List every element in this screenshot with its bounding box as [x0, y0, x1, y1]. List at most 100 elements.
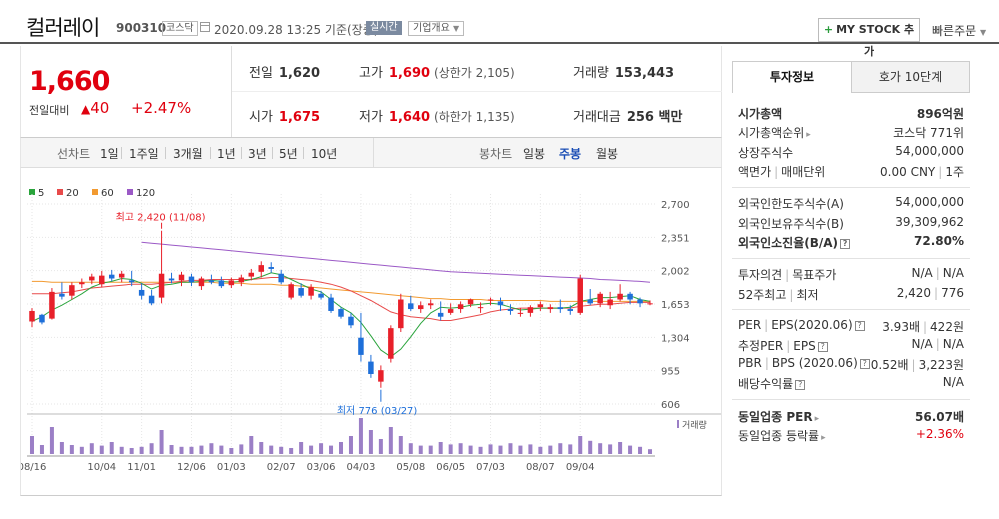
period-daily[interactable]: 일봉 [523, 147, 546, 161]
candle-body [617, 293, 623, 300]
volume-bar [129, 448, 134, 454]
period-1y[interactable]: 1년 [217, 147, 236, 161]
candle-body [168, 278, 175, 281]
candle-body [398, 299, 404, 329]
separator: | [785, 268, 790, 282]
sector-per-label[interactable]: 동일업종 PER ▸ [738, 408, 819, 425]
mcap-rank-label[interactable]: 시가총액순위 ▸ [738, 124, 811, 141]
ma60-line [32, 280, 650, 302]
candle-body [497, 301, 504, 306]
day-low-label: 저가 [359, 110, 383, 125]
trade-amount-value: 256 백만 [626, 110, 683, 125]
eper-text: 추정PER [738, 339, 784, 353]
quote-timestamp: 2020.09.28 13:25 기준(장중) [214, 23, 379, 37]
y-tick-label: 2,351 [661, 233, 690, 244]
target-value: N/A [942, 266, 964, 280]
separator: | [923, 320, 928, 334]
x-tick-label: 06/05 [436, 462, 465, 473]
volume-bar [568, 444, 573, 454]
dividend-row: 배당수익률? N/A [738, 375, 968, 393]
week52-row: 52주최고 | 최저 2,420 | 776 [738, 286, 968, 304]
realtime-badge[interactable]: 실시간 [366, 21, 402, 35]
y-tick-label: 955 [661, 367, 680, 378]
period-5y[interactable]: 5년 [279, 147, 298, 161]
volume-bar [99, 445, 104, 454]
eper-num: N/A [911, 337, 933, 351]
week52-low-value: 776 [941, 286, 964, 300]
opinion-label: 투자의견 [738, 268, 783, 282]
x-tick-label: 07/03 [476, 462, 505, 473]
tab-invest-info[interactable]: 투자정보 [732, 61, 852, 93]
candle-body [408, 303, 414, 310]
max-price-label: 최고 2,420 (11/08) [116, 212, 206, 224]
trade-amount-label: 거래대금 [573, 110, 621, 125]
quick-order-dropdown[interactable]: 빠른주문 ▼ [932, 22, 986, 39]
candle-body [627, 293, 633, 300]
volume-bar [588, 440, 593, 454]
period-1d[interactable]: 1일 [100, 147, 119, 161]
tab-orderbook[interactable]: 호가 10단계 [851, 61, 970, 93]
stock-name: 컬러레이 [26, 16, 100, 40]
foreign-ratio-value: 72.80% [914, 234, 964, 248]
volume-bar [339, 442, 343, 454]
x-tick-label: 09/04 [566, 462, 595, 473]
volume-bar [608, 444, 613, 454]
divider [165, 147, 166, 159]
line-chart-label: 선차트 [57, 147, 91, 161]
add-mystock-button[interactable]: + MY STOCK 추가 [818, 18, 920, 58]
period-3y[interactable]: 3년 [248, 147, 267, 161]
period-weekly[interactable]: 주봉 [559, 147, 582, 161]
volume-bar [638, 446, 643, 454]
volume-bar [518, 445, 523, 454]
bps-value: 3,223원 [918, 358, 964, 372]
help-icon[interactable]: ? [817, 342, 828, 352]
candle-body [298, 288, 304, 296]
par-unit-value: 0.00 CNY | 1주 [880, 163, 964, 180]
volume-bar [548, 445, 553, 454]
volume-legend-swatch [677, 420, 679, 428]
day-high-label: 고가 [359, 66, 383, 81]
mcap-rank-text: 시가총액순위 [738, 126, 805, 140]
candle-body [547, 307, 554, 310]
help-icon[interactable]: ? [840, 239, 851, 249]
candle-body [527, 307, 534, 313]
prev-close-label: 전일 [249, 66, 273, 81]
open-price-value: 1,675 [278, 110, 321, 125]
open-price-label: 시가 [249, 110, 273, 125]
candle-body [99, 275, 105, 285]
candle-body [258, 265, 264, 272]
par-label: 액면가 [738, 165, 772, 179]
unit-value: 1주 [945, 165, 964, 179]
stock-code: 900310 [116, 21, 167, 35]
candle-body [607, 299, 613, 306]
day-high: 고가 1,690 (상한가 2,105) [359, 62, 515, 81]
company-info-dropdown[interactable]: 기업개요 ▼ [408, 21, 465, 36]
x-tick-label: 08/16 [21, 462, 46, 473]
candle-body [388, 328, 394, 359]
volume-bar [49, 427, 54, 454]
opinion-row: 투자의견 | 목표주가 N/A | N/A [738, 266, 968, 284]
x-tick-label: 04/03 [347, 462, 376, 473]
help-icon[interactable]: ? [795, 380, 806, 390]
pbr-bps-label: PBR | BPS (2020.06)? [738, 356, 870, 370]
candle-body [288, 284, 294, 298]
help-icon[interactable]: ? [859, 359, 870, 369]
candle-body [128, 280, 135, 283]
period-3m[interactable]: 3개월 [173, 147, 203, 161]
candle-body [358, 337, 364, 355]
candle-body [118, 273, 125, 278]
x-tick-label: 02/07 [267, 462, 296, 473]
eper-row: 추정PER | EPS? N/A | N/A [738, 337, 968, 355]
period-10y[interactable]: 10년 [311, 147, 338, 161]
candle-body [138, 289, 145, 296]
candle-body [487, 299, 494, 301]
candle-body [29, 310, 35, 322]
sector-rate-label[interactable]: 동일업종 등락률 ▸ [738, 427, 826, 444]
help-icon[interactable]: ? [854, 321, 865, 331]
x-tick-label: 01/03 [217, 462, 246, 473]
period-1w[interactable]: 1주일 [129, 147, 159, 161]
stock-chart[interactable]: 5 20 60 120 2,700 2,351 2,002 1,653 1,304 955 606 0… [20, 168, 722, 496]
volume-bar [259, 442, 264, 454]
period-monthly[interactable]: 월봉 [596, 147, 619, 161]
candle-body [577, 278, 583, 313]
